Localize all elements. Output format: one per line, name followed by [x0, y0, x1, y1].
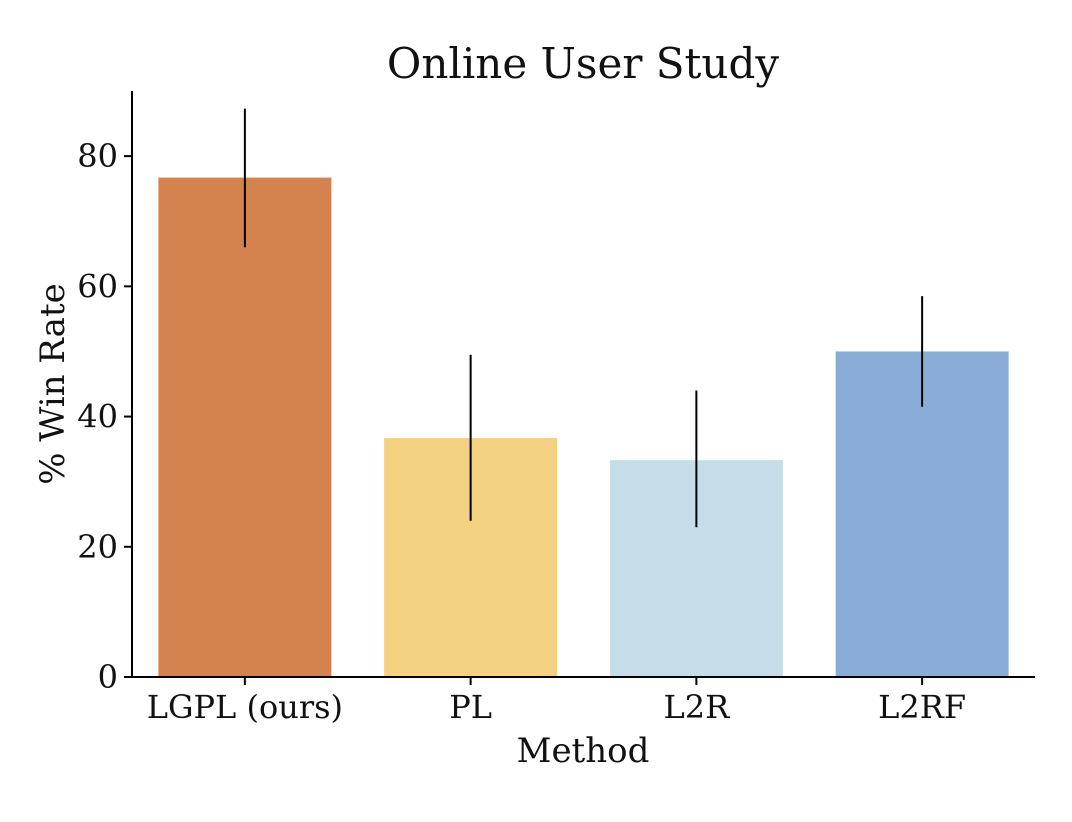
y-tick-label: 0 [98, 658, 118, 696]
y-tick-label: 60 [77, 267, 118, 305]
y-axis-ticks: 0 20 40 60 80 [77, 137, 132, 696]
y-tick-label: 40 [77, 398, 118, 436]
x-axis-ticks: LGPL (ours) PL L2R L2RF [147, 677, 966, 726]
y-tick-label: 20 [77, 528, 118, 566]
x-tick-label: L2RF [878, 688, 966, 726]
y-axis-label: % Win Rate [33, 283, 73, 484]
x-axis-label: Method [517, 731, 650, 771]
chart-title: Online User Study [387, 39, 779, 88]
y-tick-label: 80 [77, 137, 118, 175]
x-tick-label: LGPL (ours) [147, 688, 343, 726]
plot-area [158, 108, 1009, 677]
x-tick-label: PL [449, 688, 492, 726]
bar-lgpl-ours [158, 177, 332, 677]
x-tick-label: L2R [664, 688, 731, 726]
